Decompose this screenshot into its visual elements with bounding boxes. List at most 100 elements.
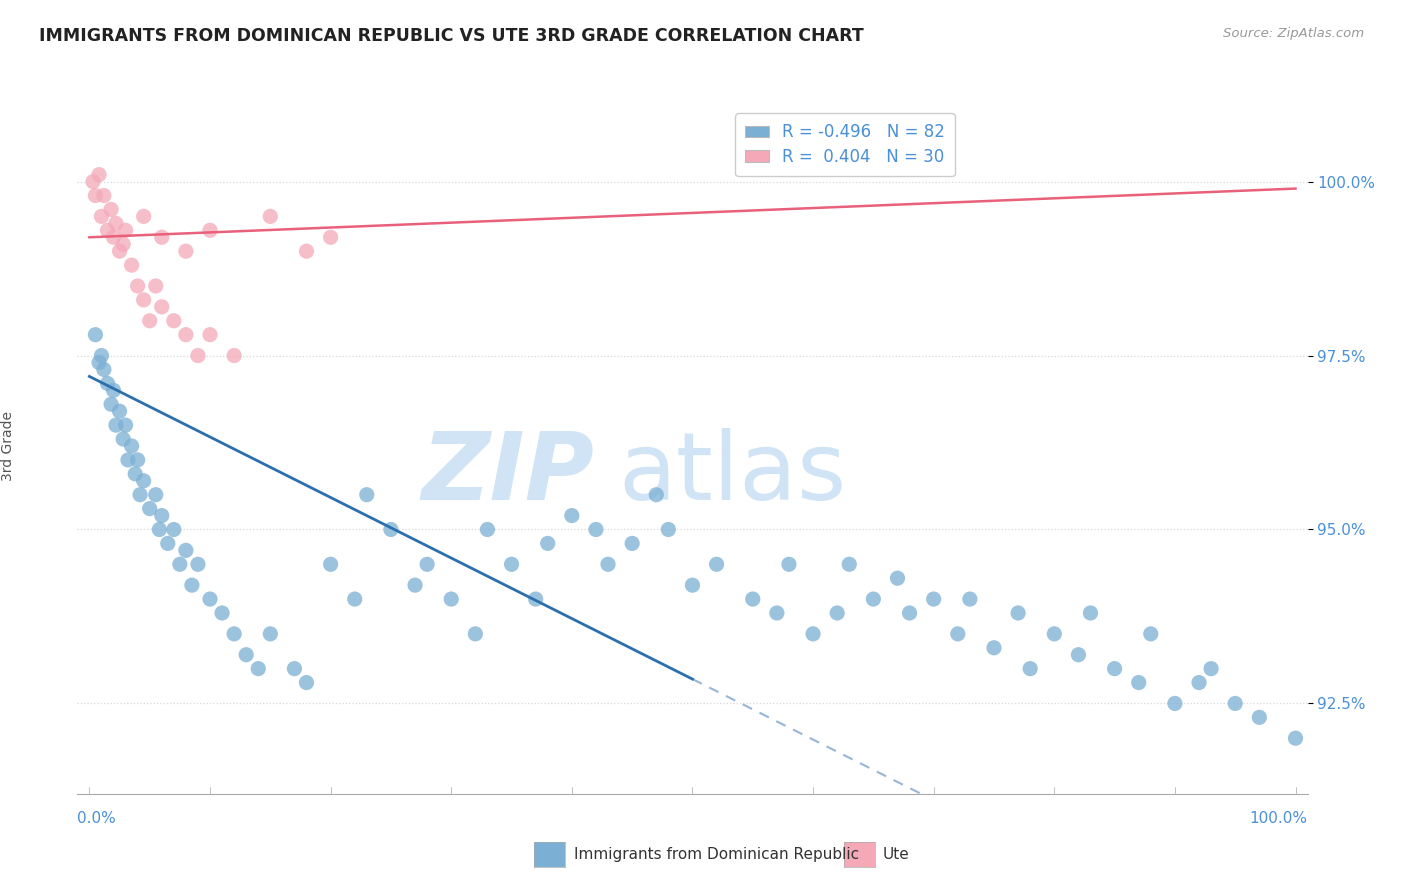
Point bbox=[464, 627, 486, 641]
Point bbox=[93, 362, 115, 376]
Point bbox=[1284, 731, 1306, 746]
Text: Immigrants from Dominican Republic: Immigrants from Dominican Republic bbox=[574, 847, 859, 862]
Point bbox=[501, 558, 523, 572]
Point bbox=[983, 640, 1005, 655]
Point bbox=[283, 662, 305, 676]
Point bbox=[121, 439, 143, 453]
Point bbox=[112, 432, 135, 446]
Point bbox=[1128, 675, 1150, 690]
Point bbox=[104, 418, 127, 433]
Point bbox=[585, 523, 607, 537]
Point bbox=[1104, 662, 1126, 676]
Point bbox=[682, 578, 704, 592]
Point bbox=[174, 543, 197, 558]
Point bbox=[148, 523, 170, 537]
Point bbox=[778, 558, 800, 572]
Point bbox=[150, 230, 173, 244]
Point bbox=[87, 168, 110, 182]
Point bbox=[621, 536, 644, 550]
Point bbox=[104, 216, 127, 230]
Point bbox=[657, 523, 679, 537]
Point bbox=[114, 223, 136, 237]
Point bbox=[959, 592, 981, 607]
Point bbox=[132, 293, 155, 307]
Point bbox=[356, 488, 378, 502]
Point bbox=[224, 627, 246, 641]
Point bbox=[319, 230, 342, 244]
Point bbox=[1249, 710, 1271, 724]
Point bbox=[537, 536, 560, 550]
Point bbox=[259, 210, 281, 224]
Text: 100.0%: 100.0% bbox=[1250, 811, 1308, 826]
Legend: R = -0.496   N = 82, R =  0.404   N = 30: R = -0.496 N = 82, R = 0.404 N = 30 bbox=[735, 113, 955, 176]
Point bbox=[524, 592, 547, 607]
Point bbox=[163, 523, 186, 537]
Point bbox=[174, 327, 197, 342]
Point bbox=[1225, 697, 1247, 711]
Point bbox=[224, 349, 246, 363]
Point bbox=[108, 404, 131, 418]
Point bbox=[129, 488, 152, 502]
Point bbox=[124, 467, 146, 481]
Text: Source: ZipAtlas.com: Source: ZipAtlas.com bbox=[1223, 27, 1364, 40]
Point bbox=[90, 210, 112, 224]
Point bbox=[319, 558, 342, 572]
Point bbox=[103, 384, 125, 398]
Point bbox=[235, 648, 257, 662]
Point bbox=[295, 675, 318, 690]
Point bbox=[112, 237, 135, 252]
Point bbox=[1067, 648, 1090, 662]
Point bbox=[706, 558, 728, 572]
Point bbox=[1007, 606, 1029, 620]
Point bbox=[117, 453, 139, 467]
Point bbox=[132, 210, 155, 224]
Point bbox=[825, 606, 848, 620]
Point bbox=[93, 188, 115, 202]
Point bbox=[132, 474, 155, 488]
Point bbox=[404, 578, 426, 592]
Point bbox=[259, 627, 281, 641]
Point bbox=[127, 453, 149, 467]
Point bbox=[84, 188, 107, 202]
Point bbox=[163, 314, 186, 328]
Point bbox=[100, 202, 122, 217]
Point bbox=[596, 558, 619, 572]
Point bbox=[440, 592, 463, 607]
Text: IMMIGRANTS FROM DOMINICAN REPUBLIC VS UTE 3RD GRADE CORRELATION CHART: IMMIGRANTS FROM DOMINICAN REPUBLIC VS UT… bbox=[39, 27, 865, 45]
Point bbox=[645, 488, 668, 502]
Point bbox=[198, 327, 221, 342]
Point bbox=[416, 558, 439, 572]
Point bbox=[211, 606, 233, 620]
Point bbox=[1019, 662, 1042, 676]
Point bbox=[247, 662, 270, 676]
Point bbox=[145, 279, 167, 293]
Point bbox=[1164, 697, 1187, 711]
Point bbox=[138, 314, 160, 328]
Point bbox=[180, 578, 202, 592]
Point bbox=[198, 223, 221, 237]
Text: atlas: atlas bbox=[619, 428, 846, 520]
Point bbox=[561, 508, 583, 523]
Point bbox=[82, 175, 104, 189]
Point bbox=[898, 606, 921, 620]
Point bbox=[380, 523, 402, 537]
Point bbox=[187, 349, 209, 363]
Point bbox=[96, 376, 118, 391]
Point bbox=[187, 558, 209, 572]
Point bbox=[1188, 675, 1211, 690]
Point bbox=[198, 592, 221, 607]
Text: Ute: Ute bbox=[883, 847, 910, 862]
Point bbox=[127, 279, 149, 293]
Point bbox=[862, 592, 884, 607]
Point bbox=[87, 355, 110, 369]
Point bbox=[741, 592, 763, 607]
Y-axis label: 3rd Grade: 3rd Grade bbox=[1, 411, 15, 481]
Point bbox=[343, 592, 366, 607]
Point bbox=[1199, 662, 1222, 676]
Point bbox=[477, 523, 499, 537]
Point bbox=[169, 558, 191, 572]
Point bbox=[121, 258, 143, 272]
Point bbox=[145, 488, 167, 502]
Point bbox=[886, 571, 908, 585]
Point bbox=[150, 508, 173, 523]
